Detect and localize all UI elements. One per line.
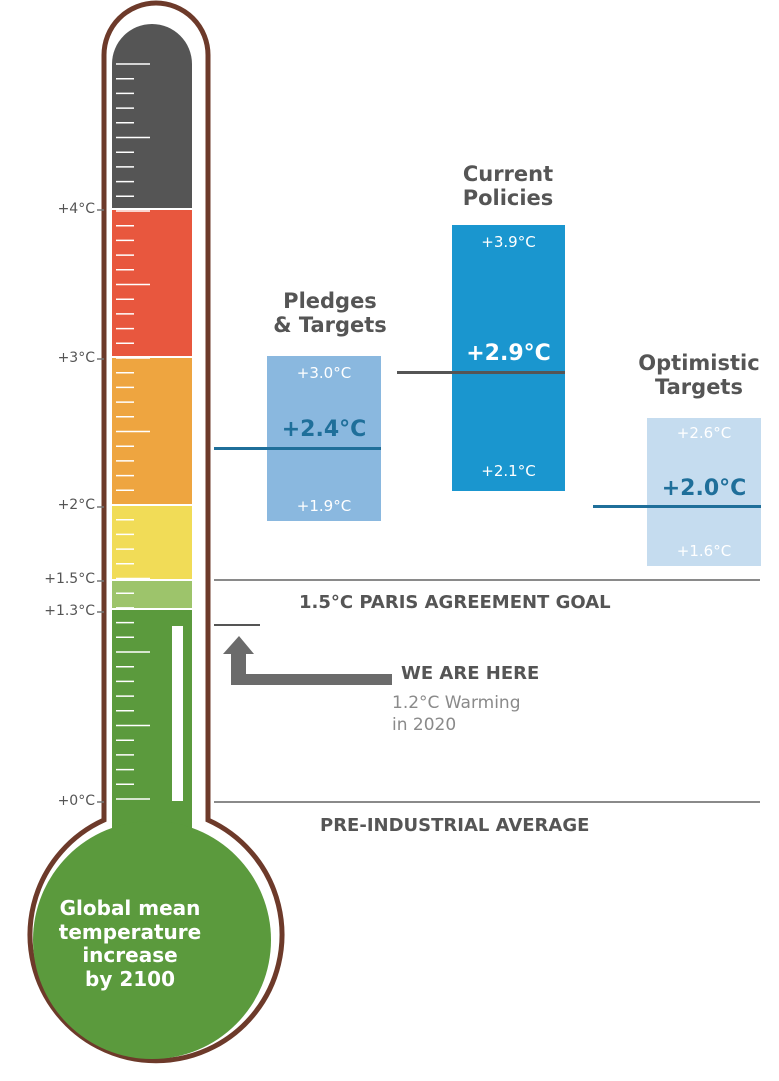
pledges-high: +3.0°C [296, 364, 352, 382]
current-low: +2.1°C [481, 462, 536, 480]
pledges-low: +1.9°C [296, 497, 352, 515]
segment-3-to-4 [112, 209, 192, 357]
bulb-line-1: Global mean [59, 896, 201, 920]
we-are-here-line2: in 2020 [392, 715, 457, 736]
we-are-here-subtitle: 1.2°C Warming in 2020 [392, 692, 521, 736]
tick-label-1-5: +1.5°C [44, 571, 95, 587]
axis-tick-marks [97, 209, 104, 803]
optimistic-title-line2: Targets [655, 375, 743, 400]
thermometer-tick-marks [116, 63, 150, 800]
current-warming-indicator [172, 626, 183, 801]
pledges-title-line1: Pledges [283, 289, 377, 313]
paris-goal-label: 1.5°C PARIS AGREEMENT GOAL [299, 592, 611, 613]
optimistic-range-box: +2.6°C +2.0°C +1.6°C [647, 418, 761, 566]
pledges-mid: +2.4°C [281, 417, 367, 442]
current-mid: +2.9°C [466, 341, 551, 366]
we-are-here-title: WE ARE HERE [401, 663, 540, 684]
current-title-line1: Current [462, 162, 554, 186]
optimistic-low: +1.6°C [676, 542, 732, 560]
pledges-title-line2: & Targets [273, 313, 387, 338]
tick-label-2: +2°C [57, 497, 95, 513]
optimistic-mid: +2.0°C [661, 476, 747, 501]
pledges-title: Pledges & Targets [255, 289, 405, 337]
pledges-mid-line [214, 447, 381, 450]
bulb-line-3: increase [82, 943, 178, 968]
pledges-range-box: +3.0°C +2.4°C +1.9°C [267, 356, 381, 521]
thermometer-bulb [33, 821, 271, 1059]
preindustrial-line [214, 801, 760, 803]
current-high: +3.9°C [481, 233, 536, 251]
optimistic-high: +2.6°C [676, 424, 732, 442]
tick-label-3: +3°C [57, 350, 95, 366]
optimistic-title-line1: Optimistic [638, 351, 760, 375]
tick-label-4: +4°C [57, 201, 95, 217]
bulb-caption: Global mean temperature increase by 2100 [25, 896, 235, 991]
tick-label-1-3: +1.3°C [44, 603, 95, 619]
bulb-line-2: temperature [58, 919, 202, 944]
optimistic-mid-line [593, 505, 761, 508]
current-title-line2: Policies [462, 186, 554, 211]
segment-1-3-to-1-5 [112, 580, 192, 609]
optimistic-title: Optimistic Targets [624, 351, 774, 399]
current-mid-line [397, 371, 565, 374]
we-are-here-line1: 1.2°C Warming [392, 693, 521, 713]
paris-goal-line [214, 579, 760, 581]
segment-1-5-to-2 [112, 505, 192, 580]
preindustrial-label: PRE-INDUSTRIAL AVERAGE [320, 815, 590, 836]
bulb-line-4: by 2100 [85, 966, 175, 991]
current-range-box: +3.9°C +2.9°C +2.1°C [452, 225, 565, 491]
tick-label-0: +0°C [57, 793, 95, 809]
up-arrow-icon [223, 636, 392, 685]
segment-above-4 [112, 24, 192, 209]
current-title: Current Policies [433, 162, 583, 210]
